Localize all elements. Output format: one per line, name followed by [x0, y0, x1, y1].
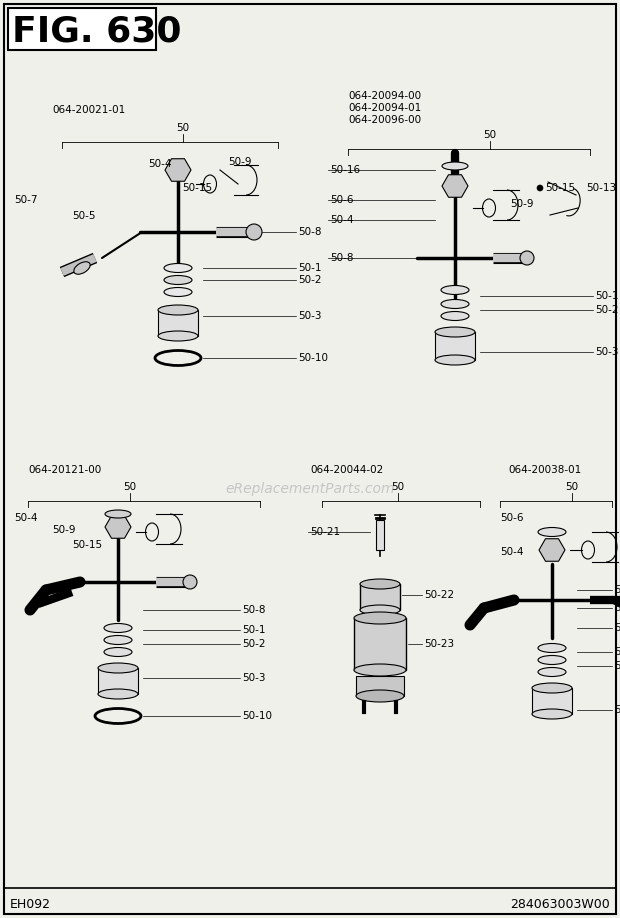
Circle shape: [520, 251, 534, 265]
Ellipse shape: [538, 644, 566, 653]
Ellipse shape: [538, 655, 566, 665]
Text: 50-4: 50-4: [148, 159, 172, 169]
Text: 50-4: 50-4: [330, 215, 353, 225]
Ellipse shape: [74, 262, 90, 274]
Text: 50-21: 50-21: [310, 527, 340, 537]
Text: FIG. 630: FIG. 630: [12, 15, 182, 49]
Circle shape: [183, 575, 197, 589]
Ellipse shape: [441, 299, 469, 308]
Text: 284063003W00: 284063003W00: [510, 899, 610, 912]
Text: 50-15: 50-15: [545, 183, 575, 193]
Text: 50: 50: [391, 482, 405, 492]
Ellipse shape: [538, 528, 566, 536]
Text: 50-4: 50-4: [500, 547, 523, 557]
Text: 50: 50: [484, 130, 497, 140]
Text: eReplacementParts.com: eReplacementParts.com: [225, 482, 395, 496]
Text: 064-20096-00: 064-20096-00: [348, 115, 421, 125]
Text: 50-23: 50-23: [424, 639, 454, 649]
Circle shape: [246, 224, 262, 240]
Text: 064-20121-00: 064-20121-00: [28, 465, 101, 475]
Ellipse shape: [441, 311, 469, 320]
Ellipse shape: [158, 305, 198, 315]
Text: 50-15: 50-15: [182, 183, 212, 193]
Text: 064-20094-00: 064-20094-00: [348, 91, 421, 101]
Ellipse shape: [104, 647, 132, 656]
Text: 50-6: 50-6: [330, 195, 353, 205]
Text: 50-9: 50-9: [228, 157, 252, 167]
Circle shape: [537, 185, 543, 191]
Ellipse shape: [98, 689, 138, 699]
Text: 50-2: 50-2: [242, 639, 265, 649]
Bar: [376, 520, 384, 550]
Bar: [356, 676, 404, 696]
Bar: [98, 668, 138, 694]
Ellipse shape: [435, 327, 475, 337]
Ellipse shape: [354, 664, 406, 676]
Text: 50-8: 50-8: [614, 623, 620, 633]
Text: 50: 50: [177, 123, 190, 133]
Text: 064-20021-01: 064-20021-01: [52, 105, 125, 115]
Text: 50-1: 50-1: [298, 263, 322, 273]
Text: 50-2: 50-2: [595, 305, 619, 315]
Text: 50-10: 50-10: [298, 353, 328, 363]
Text: 50: 50: [123, 482, 136, 492]
Bar: [354, 618, 406, 670]
Text: 064-20044-02: 064-20044-02: [310, 465, 383, 475]
Ellipse shape: [164, 263, 192, 273]
Ellipse shape: [356, 690, 404, 702]
Ellipse shape: [442, 162, 468, 170]
Ellipse shape: [435, 355, 475, 365]
Text: 50-15: 50-15: [614, 603, 620, 613]
Ellipse shape: [158, 331, 198, 341]
Text: 50-13: 50-13: [586, 183, 616, 193]
Ellipse shape: [164, 275, 192, 285]
Ellipse shape: [98, 663, 138, 673]
Bar: [435, 332, 475, 360]
Text: 50-1: 50-1: [242, 625, 265, 635]
Ellipse shape: [104, 623, 132, 633]
Bar: [158, 310, 198, 336]
Text: 50-8: 50-8: [330, 253, 353, 263]
Text: 50-9: 50-9: [614, 585, 620, 595]
Bar: [532, 688, 572, 714]
Bar: [8, 8, 156, 50]
Ellipse shape: [441, 285, 469, 295]
Ellipse shape: [104, 635, 132, 644]
Ellipse shape: [360, 605, 400, 615]
Text: 50-2: 50-2: [298, 275, 322, 285]
Text: 50-3: 50-3: [614, 705, 620, 715]
Text: 50-4: 50-4: [14, 513, 37, 523]
Text: 50-1: 50-1: [595, 291, 619, 301]
Text: 50-2: 50-2: [614, 661, 620, 671]
Bar: [360, 584, 400, 610]
Text: 50-22: 50-22: [424, 590, 454, 600]
Text: 50-6: 50-6: [500, 513, 523, 523]
Text: 50-8: 50-8: [242, 605, 265, 615]
Text: 50-3: 50-3: [242, 673, 265, 683]
Text: 50-9: 50-9: [510, 199, 533, 209]
Text: 50-16: 50-16: [330, 165, 360, 175]
Ellipse shape: [532, 709, 572, 719]
Text: 064-20094-01: 064-20094-01: [348, 103, 421, 113]
Text: 50-3: 50-3: [595, 347, 619, 357]
Text: 50-9: 50-9: [52, 525, 76, 535]
Ellipse shape: [164, 287, 192, 297]
Ellipse shape: [360, 579, 400, 589]
Text: 50-7: 50-7: [14, 195, 37, 205]
Ellipse shape: [105, 510, 131, 518]
Ellipse shape: [538, 667, 566, 677]
Text: 50-8: 50-8: [298, 227, 322, 237]
Text: 50-10: 50-10: [242, 711, 272, 721]
Text: 50: 50: [565, 482, 578, 492]
Text: 50-15: 50-15: [72, 540, 102, 550]
Ellipse shape: [354, 612, 406, 624]
Text: 064-20038-01: 064-20038-01: [508, 465, 582, 475]
Text: EH092: EH092: [10, 899, 51, 912]
Text: 50-3: 50-3: [298, 311, 322, 321]
Text: 50-5: 50-5: [72, 211, 95, 221]
Ellipse shape: [532, 683, 572, 693]
Text: 50-1: 50-1: [614, 647, 620, 657]
